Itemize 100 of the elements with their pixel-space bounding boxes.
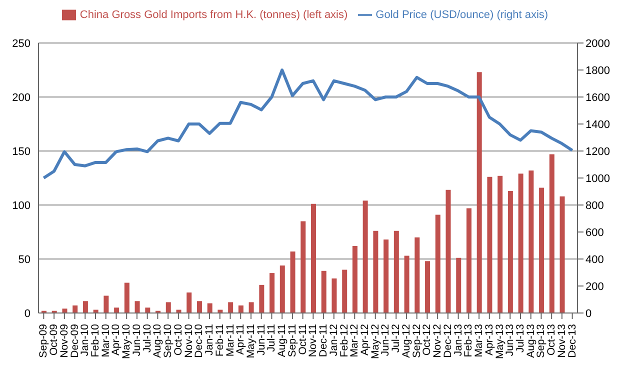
x-tick-label: Feb-12 (338, 324, 350, 358)
bar (332, 278, 337, 313)
x-tick-label: Mar-12 (348, 324, 361, 358)
x-tick-label: Sep-10 (162, 324, 174, 358)
bar (456, 258, 462, 313)
y-tick-label: 50 (18, 254, 30, 266)
bar (270, 273, 275, 313)
x-tick-label: Nov-10 (182, 324, 195, 358)
x-tick-label: Dec-09 (68, 324, 81, 358)
x-tick-label: Jan-10 (79, 324, 92, 356)
y2-tick-label: 1200 (586, 146, 610, 158)
x-tick-label: Nov-12 (432, 324, 444, 358)
x-tick-label: Dec-12 (442, 324, 454, 358)
y2-tick-label: 0 (586, 308, 592, 320)
x-tick-label: Nov-13 (556, 324, 568, 358)
x-tick-label: Sep-09 (38, 324, 50, 358)
bar (186, 292, 192, 313)
y2-tick-label: 1600 (586, 92, 610, 104)
x-tick-label: Jan-12 (328, 324, 340, 356)
x-tick-label: Aug-11 (276, 324, 288, 358)
bar (145, 308, 150, 313)
bar (446, 190, 451, 313)
x-tick-label: Oct-12 (421, 324, 434, 356)
bar (124, 282, 130, 313)
x-tick-label: Oct-10 (172, 324, 184, 356)
bar (280, 265, 285, 313)
bar (476, 72, 482, 313)
x-tick-label: Oct-11 (296, 324, 309, 355)
x-tick-label: May-11 (244, 324, 257, 358)
x-tick-label: Nov-09 (58, 324, 70, 358)
x-tick-label: Dec-10 (193, 324, 206, 358)
y2-tick-label: 600 (586, 226, 604, 239)
bar (560, 196, 565, 313)
bar (259, 284, 264, 313)
bar (528, 170, 534, 313)
bar (321, 270, 326, 313)
bar (238, 305, 244, 313)
bar (404, 256, 410, 313)
x-tick-label: Oct-13 (546, 324, 558, 356)
x-tick-label: May-12 (369, 324, 382, 360)
x-tick-label: Aug-10 (152, 324, 164, 358)
y2-tick-label: 400 (586, 254, 604, 266)
legend-label: Gold Price (USD/ounce) (right axis) (376, 8, 548, 21)
x-tick-label: Apr-12 (359, 324, 372, 356)
x-tick-label: Feb-11 (214, 324, 226, 356)
x-tick-label: Sep-12 (410, 324, 423, 358)
x-tick-label: Dec-13 (566, 324, 578, 358)
bar (498, 176, 503, 313)
bar (508, 190, 513, 313)
x-tick-label: Feb-10 (90, 324, 102, 358)
y2-tick-label: 1400 (586, 118, 610, 131)
bar (166, 302, 171, 313)
bar (228, 302, 234, 313)
x-tick-label: Mar-10 (100, 324, 112, 358)
x-tick-label: Sep-11 (286, 324, 298, 358)
y-tick-label: 0 (24, 308, 30, 320)
x-tick-label: Apr-11 (234, 324, 247, 355)
x-tick-label: May-10 (120, 324, 133, 360)
y2-tick-label: 1000 (586, 172, 610, 185)
bar (300, 221, 306, 313)
x-tick-label: Jul-12 (390, 324, 402, 353)
bar (425, 261, 430, 313)
bar (82, 301, 88, 313)
bar (549, 154, 554, 313)
x-tick-label: Nov-11 (307, 324, 320, 358)
bar (342, 270, 348, 313)
y-tick-label: 150 (12, 146, 30, 158)
x-tick-label: Mar-11 (224, 324, 236, 356)
x-tick-label: Jun-13 (504, 324, 516, 356)
x-tick-label: Aug-13 (524, 324, 537, 358)
x-tick-label: Jul-13 (514, 324, 526, 353)
bar (518, 174, 524, 313)
x-tick-label: Apr-13 (483, 324, 496, 356)
bar (384, 240, 389, 313)
bar (72, 305, 78, 313)
bar (196, 301, 202, 313)
x-tick-label: Mar-13 (473, 324, 486, 358)
y2-tick-label: 1800 (586, 64, 610, 77)
legend-label: China Gross Gold Imports from H.K. (tonnes) (left axis) (80, 8, 348, 21)
bar (311, 204, 316, 313)
bar (539, 188, 544, 313)
y-tick-label: 250 (12, 38, 30, 50)
bar (394, 230, 399, 313)
bar (487, 176, 492, 313)
y2-tick-label: 2000 (586, 38, 610, 50)
x-tick-label: Jul-10 (141, 324, 154, 353)
bar (373, 230, 378, 313)
bar (248, 302, 254, 313)
bar (362, 200, 368, 313)
bar (414, 237, 420, 313)
x-tick-label: Dec-11 (318, 324, 330, 358)
bar (62, 308, 68, 313)
y-tick-label: 100 (12, 200, 30, 212)
x-tick-label: Jun-11 (255, 324, 268, 356)
x-tick-label: Jun-10 (130, 324, 143, 356)
x-tick-label: Oct-09 (48, 324, 60, 356)
x-tick-label: Jul-11 (266, 324, 278, 352)
line-series (42, 68, 574, 180)
x-tick-label: Sep-13 (535, 324, 548, 358)
bar (290, 251, 296, 313)
